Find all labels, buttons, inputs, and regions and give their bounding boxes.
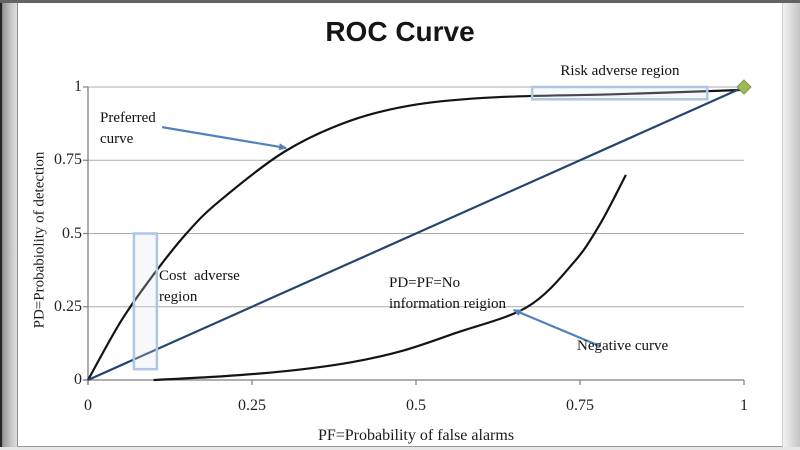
annotation-no-information-region: PD=PF=No information reigion xyxy=(389,273,506,315)
slide-bottom-edge xyxy=(0,447,800,450)
no-information-diagonal xyxy=(87,85,745,382)
annotation-line: Preferred xyxy=(100,110,156,126)
slide-right-margin xyxy=(783,0,800,450)
negative-curve-path xyxy=(153,174,627,382)
preferred-curve-arrow xyxy=(161,126,288,151)
annotation-negative-curve: Negative curve xyxy=(577,338,669,354)
y-tick-label: 0.75 xyxy=(54,151,82,169)
annotation-line: PD=PF=No xyxy=(389,275,461,291)
region-rect-risk-adverse-region xyxy=(530,85,709,101)
region-rect-cost-adverse-region xyxy=(132,232,159,371)
chart-panel xyxy=(17,3,783,447)
annotation-line: information reigion xyxy=(389,296,507,312)
x-axis-tick-labels: 0 0.25 0.5 0.75 1 xyxy=(0,397,800,417)
chart-title: ROC Curve xyxy=(325,16,475,47)
slide-top-edge xyxy=(0,0,800,3)
annotation-line: Cost adverse xyxy=(159,268,240,284)
x-tick-label: 0.75 xyxy=(566,397,594,414)
x-tick-label: 0 xyxy=(84,397,92,414)
y-tick-label: 0 xyxy=(74,371,82,388)
y-tick-label: 0.5 xyxy=(62,224,82,242)
annotation-cost-adverse-region: Cost adverse region xyxy=(159,266,240,308)
annotation-line: curve xyxy=(100,131,134,147)
annotation-line: region xyxy=(159,289,198,305)
annotation-preferred-curve: Preferred curve xyxy=(100,108,156,150)
x-tick-label: 1 xyxy=(740,397,748,414)
slide-left-margin xyxy=(0,0,17,450)
x-tick-label: 0.5 xyxy=(406,397,426,414)
x-axis-label: PF=Probability of false alarms xyxy=(317,427,515,444)
x-tick-label: 0.25 xyxy=(238,397,266,414)
annotation-risk-adverse-region: Risk adverse region xyxy=(560,63,680,79)
y-axis-tick-labels: 0 0.25 0.5 0.75 1 xyxy=(30,0,82,450)
y-tick-label: 1 xyxy=(74,78,82,95)
endpoint-diamond-icon xyxy=(736,79,752,95)
slide-left-edge xyxy=(0,0,2,450)
negative-curve-arrow xyxy=(512,308,601,348)
y-tick-label: 0.25 xyxy=(54,297,82,315)
preferred-curve-path xyxy=(87,88,745,381)
